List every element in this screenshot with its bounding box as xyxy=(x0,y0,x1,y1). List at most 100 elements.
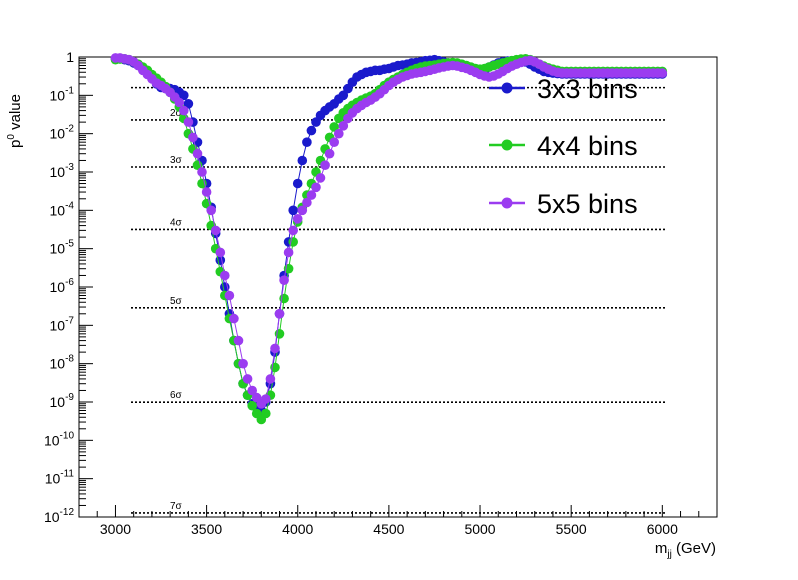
data-point xyxy=(247,400,257,411)
data-point xyxy=(292,214,303,224)
x-tick-label: 6000 xyxy=(647,521,678,537)
series-4x4-bins xyxy=(110,54,668,425)
data-point xyxy=(338,121,349,131)
data-point xyxy=(320,160,330,170)
x-tick-label: 3000 xyxy=(100,521,131,537)
data-point xyxy=(192,148,203,159)
y-tick-label: 10-11 xyxy=(45,469,75,487)
y-tick-label: 10-2 xyxy=(50,124,75,142)
data-point xyxy=(233,335,244,346)
data-point xyxy=(224,290,235,301)
data-point xyxy=(297,155,308,166)
data-point xyxy=(288,225,299,236)
series-3x3-bins xyxy=(110,53,668,416)
y-tick-label: 10-5 xyxy=(50,239,75,257)
y-axis-label-main: p xyxy=(7,140,24,148)
series-5x5-bins xyxy=(110,53,668,409)
y-tick-label: 10-6 xyxy=(50,277,75,295)
x-tick-label: 3500 xyxy=(191,521,222,537)
y-axis-label: p0 value xyxy=(6,94,24,148)
y-axis-label-sup: 0 xyxy=(6,134,17,140)
data-point xyxy=(188,132,198,143)
data-point xyxy=(183,117,194,127)
data-point xyxy=(329,122,340,132)
legend-label: 5x5 bins xyxy=(537,189,638,219)
data-point xyxy=(242,374,253,384)
data-point xyxy=(261,408,271,419)
data-point xyxy=(201,187,212,197)
sigma-label: 6σ xyxy=(170,390,183,401)
data-point xyxy=(179,90,189,101)
sigma-label: 3σ xyxy=(170,155,183,166)
y-tick-label: 10-8 xyxy=(50,354,75,372)
series-line xyxy=(115,57,663,412)
data-point xyxy=(197,167,207,177)
data-point xyxy=(306,190,317,200)
data-point xyxy=(179,105,189,116)
y-tick-label: 10-3 xyxy=(50,162,75,180)
axes: 3000 3500 4000 4500 5000 5500 6000 1 10-1 10-2 10-… xyxy=(44,49,718,537)
x-axis-label-sub: jj xyxy=(666,549,671,560)
data-point xyxy=(220,270,230,281)
y-tick-label: 10-7 xyxy=(50,315,75,333)
data-point xyxy=(210,225,221,236)
x-tick-label: 4000 xyxy=(282,521,313,537)
data-point xyxy=(302,197,312,208)
data-point xyxy=(270,343,280,354)
sigma-label: 7σ xyxy=(170,501,183,512)
x-axis-label-unit: (GeV) xyxy=(672,540,716,557)
data-point xyxy=(206,205,216,216)
data-point xyxy=(292,178,303,189)
data-point xyxy=(274,309,285,319)
x-tick-label: 5000 xyxy=(464,521,495,537)
data-point xyxy=(338,90,349,101)
data-point xyxy=(229,313,239,324)
data-point xyxy=(247,385,257,396)
x-axis-label: mjj (GeV) xyxy=(655,540,716,560)
data-point xyxy=(279,275,289,286)
data-point xyxy=(297,205,308,216)
legend-label: 3x3 bins xyxy=(537,74,638,104)
data-point xyxy=(657,68,668,78)
data-point xyxy=(283,247,294,258)
sigma-label: 5σ xyxy=(170,296,183,307)
sigma-label: 4σ xyxy=(170,217,183,228)
y-tick-label: 10-1 xyxy=(50,85,75,103)
series-line xyxy=(115,57,663,405)
legend-swatch-marker xyxy=(501,139,513,151)
data-point xyxy=(329,137,340,147)
data-series xyxy=(110,53,668,425)
y-tick-label: 1 xyxy=(66,49,74,65)
x-axis-label-main: m xyxy=(655,540,668,557)
data-point xyxy=(215,247,226,258)
legend-swatch-marker xyxy=(501,82,513,94)
y-tick-label: 10-12 xyxy=(44,507,74,525)
data-point xyxy=(183,99,194,109)
data-point xyxy=(306,125,317,136)
data-point xyxy=(174,97,185,108)
data-point xyxy=(265,374,276,384)
x-tick-label: 4500 xyxy=(373,521,404,537)
y-tick-label: 10-10 xyxy=(44,430,74,448)
plot-frame xyxy=(78,56,718,518)
y-tick-label: 10-4 xyxy=(50,200,75,218)
y-axis-label-rest: value xyxy=(7,94,24,134)
x-tick-label: 5500 xyxy=(556,521,587,537)
data-point xyxy=(261,394,271,404)
series-line xyxy=(115,58,663,421)
data-point xyxy=(302,137,312,147)
data-point xyxy=(288,205,299,216)
legend: 3x3 bins 4x4 bins 5x5 bins xyxy=(489,74,638,219)
data-point xyxy=(238,358,248,369)
data-point xyxy=(324,148,335,159)
y-tick-label: 10-9 xyxy=(50,392,75,410)
data-point xyxy=(334,128,344,139)
data-point xyxy=(315,173,326,183)
sigma-label: 2σ xyxy=(170,108,183,119)
sigma-lines: 2σ 3σ 4σ 5σ 6σ 7σ xyxy=(131,86,665,514)
legend-swatch-marker xyxy=(501,197,513,209)
legend-label: 4x4 bins xyxy=(537,131,638,161)
data-point xyxy=(311,182,321,193)
